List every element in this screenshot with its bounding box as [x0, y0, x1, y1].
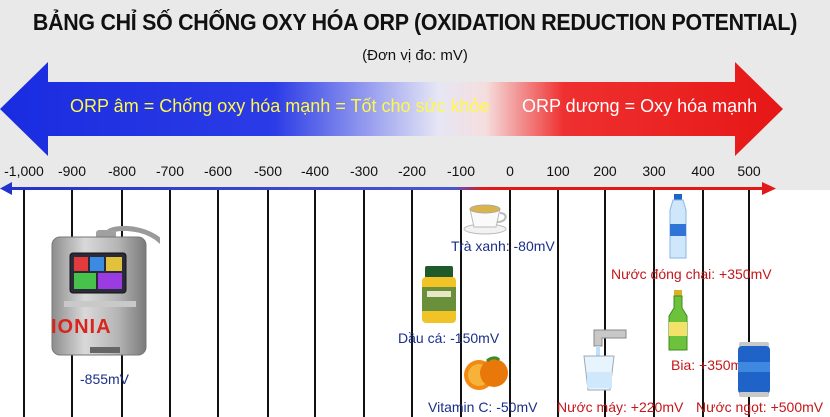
- tick-label: -600: [203, 163, 233, 179]
- tick-label: 200: [593, 163, 617, 179]
- grid-line: [267, 190, 269, 417]
- water-ionizer-icon: [51, 225, 160, 356]
- tick-label: -300: [349, 163, 379, 179]
- grid-line: [653, 190, 655, 417]
- orange-icon: [464, 356, 508, 390]
- tick-label: 0: [506, 163, 514, 179]
- ionia-brand-logo: IONIA: [51, 316, 112, 338]
- water-bottle-icon: [669, 194, 687, 259]
- tick-label: 100: [546, 163, 570, 179]
- grid-line: [702, 190, 704, 417]
- tick-label: -700: [155, 163, 185, 179]
- grid-line: [748, 190, 750, 417]
- tick-label: -800: [107, 163, 137, 179]
- tick-label: -400: [300, 163, 330, 179]
- tea-label: Trà xanh: -80mV: [451, 238, 555, 254]
- tea-cup-icon: [463, 204, 507, 235]
- bottled-water-label: Nước đóng chai: +350mV: [611, 266, 772, 282]
- ionia-label: -855mV: [80, 371, 130, 387]
- grid-line: [363, 190, 365, 417]
- vitamin-c-label: Vitamin C: -50mV: [428, 399, 538, 415]
- tick-label: -1,000: [4, 163, 44, 179]
- soda-can-icon: [738, 342, 770, 397]
- supplement-bottle-icon: [422, 266, 456, 323]
- soda-label: Nước ngọt: +500mV: [696, 399, 824, 415]
- banner-positive-text: ORP dương = Oxy hóa mạnh: [522, 96, 758, 116]
- tick-label: -100: [446, 163, 476, 179]
- grid-line: [217, 190, 219, 417]
- grid-line: [169, 190, 171, 417]
- grid-line: [411, 190, 413, 417]
- tick-label: 400: [691, 163, 715, 179]
- grid-line: [314, 190, 316, 417]
- tap-water-icon: [583, 329, 627, 391]
- tick-label: -200: [397, 163, 427, 179]
- scale-axis: [0, 182, 776, 195]
- page-subtitle: (Đơn vị đo: mV): [362, 47, 468, 64]
- grid-line: [557, 190, 559, 417]
- grid-line: [23, 190, 25, 417]
- page-title: BẢNG CHỈ SỐ CHỐNG OXY HÓA ORP (OXIDATION…: [32, 9, 798, 35]
- fish-oil-label: Dầu cá: -150mV: [398, 330, 500, 346]
- tap-water-label: Nước máy: +220mV: [557, 399, 684, 415]
- grid-line: [460, 190, 462, 417]
- banner-negative-text: ORP âm = Chống oxy hóa mạnh = Tốt cho sứ…: [70, 96, 490, 116]
- orp-banner-arrow: [0, 62, 783, 156]
- grid-line: [509, 190, 511, 417]
- beer-label: Bia: +350mV: [671, 357, 752, 373]
- tick-label: -900: [57, 163, 87, 179]
- tick-label: 500: [737, 163, 761, 179]
- tick-label: -500: [253, 163, 283, 179]
- grid-line: [604, 190, 606, 417]
- tick-label: 300: [642, 163, 666, 179]
- beer-bottle-icon: [668, 290, 688, 351]
